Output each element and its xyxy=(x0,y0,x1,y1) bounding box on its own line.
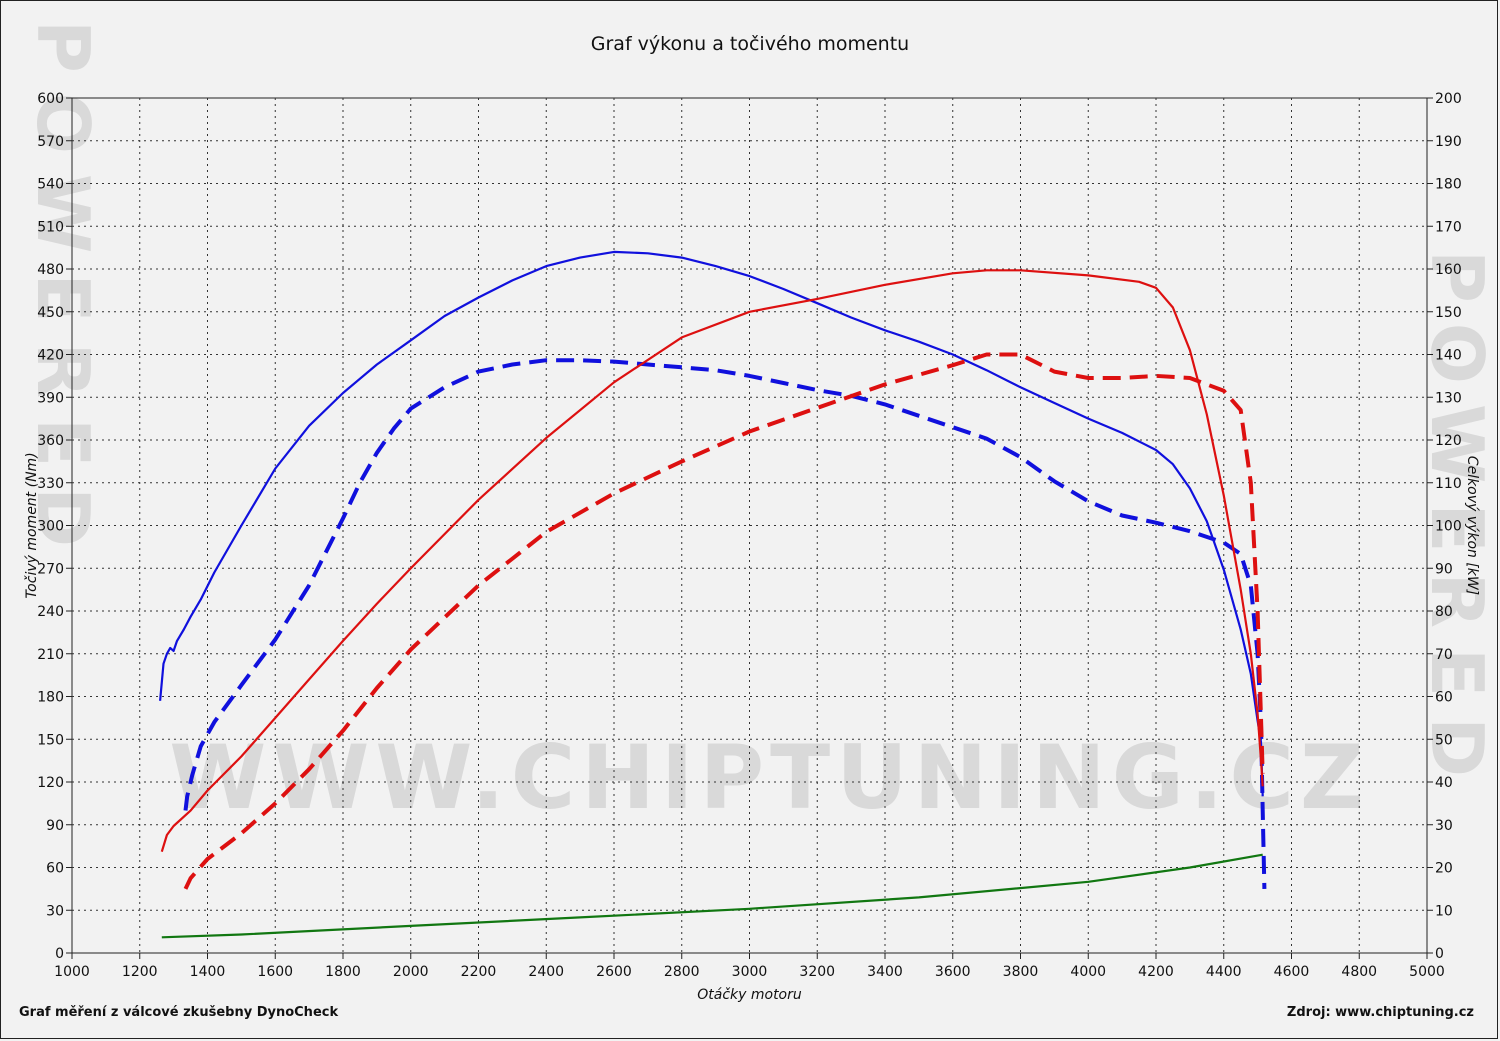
y-right-tick-label: 50 xyxy=(1435,732,1453,748)
y-left-tick-label: 240 xyxy=(37,604,64,620)
y-left-axis-title: Točivý moment (Nm) xyxy=(24,452,40,598)
x-tick-label: 3200 xyxy=(799,964,835,980)
y-left-tick-label: 480 xyxy=(37,262,64,278)
y-left-tick-label: 150 xyxy=(37,732,64,748)
y-left-tick-label: 120 xyxy=(37,775,64,791)
y-right-tick-label: 10 xyxy=(1435,903,1453,919)
y-left-tick-label: 390 xyxy=(37,390,64,406)
y-right-tick-label: 60 xyxy=(1435,690,1453,706)
watermark-side-left: POWERED xyxy=(21,20,105,567)
y-left-tick-label: 210 xyxy=(37,647,64,663)
x-tick-label: 2000 xyxy=(393,964,429,980)
x-tick-label: 3000 xyxy=(732,964,768,980)
chart-title: Graf výkonu a točivého momentu xyxy=(590,33,910,55)
x-tick-label: 4000 xyxy=(1070,964,1106,980)
x-tick-label: 3800 xyxy=(1003,964,1039,980)
y-right-tick-label: 140 xyxy=(1435,348,1462,364)
watermark: WWW.CHIPTUNING.CZ POWERED POWERED xyxy=(21,20,1499,829)
y-right-tick-label: 30 xyxy=(1435,818,1453,834)
grid xyxy=(71,97,1428,954)
x-tick-label: 1000 xyxy=(54,964,90,980)
axes: 1000 1200 1400 1600 1800 2000 2200 2400 2600 2800… xyxy=(37,91,1461,980)
y-right-tick-label: 180 xyxy=(1435,177,1462,193)
x-tick-label: 1800 xyxy=(325,964,361,980)
y-right-tick-label: 80 xyxy=(1435,604,1453,620)
y-left-tick-label: 330 xyxy=(37,476,64,492)
y-left-tick-label: 180 xyxy=(37,690,64,706)
x-tick-label: 1400 xyxy=(190,964,226,980)
y-left-tick-label: 450 xyxy=(37,305,64,321)
series-line-4 xyxy=(161,853,1263,939)
y-right-tick-label: 70 xyxy=(1435,647,1453,663)
y-left-tick-label: 570 xyxy=(37,134,64,150)
watermark-side-right: POWERED xyxy=(1415,250,1499,797)
y-right-tick-label: 190 xyxy=(1435,134,1462,150)
y-left-tick-label: 270 xyxy=(37,561,64,577)
y-right-tick-label: 200 xyxy=(1435,91,1462,107)
y-right-tick-label: 40 xyxy=(1435,775,1453,791)
series-line-0 xyxy=(159,250,1264,797)
x-tick-label: 3400 xyxy=(867,964,903,980)
y-right-tick-label: 100 xyxy=(1435,519,1462,535)
y-left-tick-label: 420 xyxy=(37,348,64,364)
y-left-tick-label: 90 xyxy=(46,818,64,834)
y-right-tick-label: 110 xyxy=(1435,476,1462,492)
series-line-3 xyxy=(183,352,1265,890)
x-tick-label: 4400 xyxy=(1206,964,1242,980)
y-right-tick-label: 20 xyxy=(1435,861,1453,877)
series-line-2 xyxy=(160,269,1264,853)
y-right-tick-label: 0 xyxy=(1435,946,1444,962)
footer-source-link: Zdroj: www.chiptuning.cz xyxy=(1286,1005,1474,1020)
x-tick-label: 4200 xyxy=(1138,964,1174,980)
x-tick-label: 2600 xyxy=(596,964,632,980)
y-left-tick-label: 300 xyxy=(37,519,64,535)
watermark-url: WWW.CHIPTUNING.CZ xyxy=(169,726,1370,829)
y-right-tick-label: 170 xyxy=(1435,219,1462,235)
y-right-tick-label: 160 xyxy=(1435,262,1462,278)
y-right-axis-title: Celkový výkon [kW] xyxy=(1464,456,1480,595)
x-tick-label: 2400 xyxy=(528,964,564,980)
x-tick-label: 1600 xyxy=(257,964,293,980)
footer-source-note: Graf měření z válcové zkušebny DynoCheck xyxy=(19,1005,339,1020)
y-left-tick-label: 540 xyxy=(37,177,64,193)
x-tick-label: 4600 xyxy=(1274,964,1310,980)
x-tick-label: 2800 xyxy=(664,964,700,980)
y-left-tick-label: 510 xyxy=(37,219,64,235)
axis-labels: Otáčky motoru Točivý moment (Nm) Celkový v… xyxy=(24,452,1480,1003)
y-left-tick-label: 360 xyxy=(37,433,64,449)
series-group xyxy=(159,250,1267,939)
y-right-tick-label: 150 xyxy=(1435,305,1462,321)
x-axis-title: Otáčky motoru xyxy=(697,987,802,1003)
series-line-1 xyxy=(183,358,1267,889)
x-tick-label: 1200 xyxy=(122,964,158,980)
y-right-tick-label: 130 xyxy=(1435,390,1462,406)
y-left-tick-label: 0 xyxy=(55,946,64,962)
x-tick-label: 3600 xyxy=(935,964,971,980)
x-tick-label: 4800 xyxy=(1341,964,1377,980)
y-left-tick-label: 60 xyxy=(46,861,64,877)
x-tick-label: 5000 xyxy=(1409,964,1445,980)
x-tick-label: 2200 xyxy=(461,964,497,980)
y-left-tick-label: 30 xyxy=(46,903,64,919)
y-right-tick-label: 120 xyxy=(1435,433,1462,449)
y-left-tick-label: 600 xyxy=(37,91,64,107)
y-right-tick-label: 90 xyxy=(1435,561,1453,577)
